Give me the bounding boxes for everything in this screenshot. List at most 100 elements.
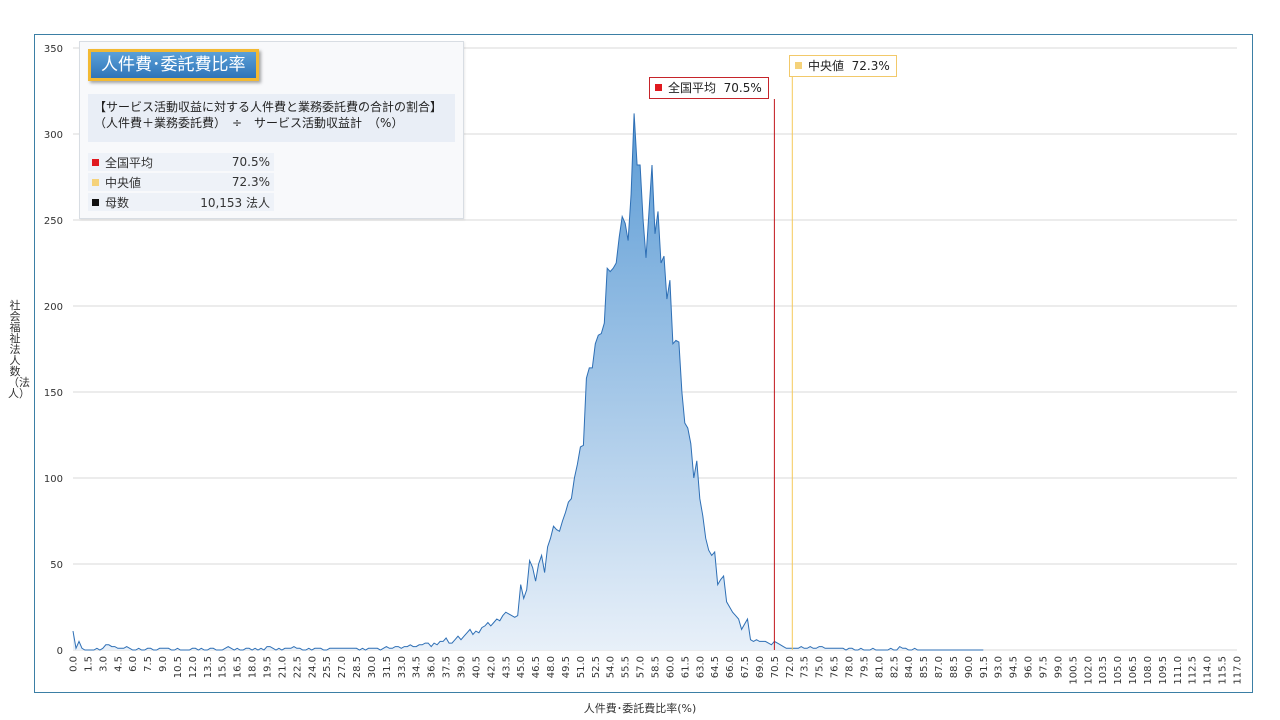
red-square-icon xyxy=(92,158,99,166)
x-tick-label: 84.0 xyxy=(904,656,915,678)
x-tick-label: 33.0 xyxy=(397,656,408,678)
stats-label: 中央値 xyxy=(105,175,142,190)
x-tick-label: 45.0 xyxy=(516,656,527,678)
x-tick-label: 24.0 xyxy=(307,656,318,678)
x-tick-label: 55.5 xyxy=(621,656,632,678)
x-tick-label: 21.0 xyxy=(277,656,288,678)
x-tick-label: 66.0 xyxy=(725,656,736,678)
x-tick-label: 69.0 xyxy=(755,656,766,678)
x-tick-label: 7.5 xyxy=(143,656,154,672)
y-axis-label: 社会福祉法人数（法人） xyxy=(8,299,30,400)
stats-value: 72.3% xyxy=(175,173,274,191)
x-tick-label: 39.0 xyxy=(457,656,468,678)
x-tick-label: 85.5 xyxy=(919,656,930,678)
x-tick-label: 31.5 xyxy=(382,656,393,678)
x-tick-label: 49.5 xyxy=(561,656,572,678)
x-tick-label: 22.5 xyxy=(292,656,303,678)
x-tick-label: 28.5 xyxy=(352,656,363,678)
x-tick-label: 4.5 xyxy=(113,656,124,672)
x-tick-label: 87.0 xyxy=(934,656,945,678)
x-tick-label: 81.0 xyxy=(874,656,885,678)
stats-row-average: 全国平均 70.5% xyxy=(88,153,274,171)
y-tick-label: 200 xyxy=(44,302,63,313)
median-callout: 中央値 72.3% xyxy=(789,55,897,77)
x-tick-label: 79.5 xyxy=(859,656,870,678)
x-tick-label: 57.0 xyxy=(636,656,647,678)
x-tick-label: 25.5 xyxy=(322,656,333,678)
x-tick-label: 48.0 xyxy=(546,656,557,678)
y-tick-label: 50 xyxy=(50,560,63,571)
x-tick-label: 94.5 xyxy=(1009,656,1020,678)
x-tick-label: 88.5 xyxy=(949,656,960,678)
x-tick-label: 91.5 xyxy=(979,656,990,678)
x-tick-label: 16.5 xyxy=(233,656,244,678)
x-tick-label: 93.0 xyxy=(994,656,1005,678)
x-tick-label: 52.5 xyxy=(591,656,602,678)
formula-line-2: （人件費＋業務委託費） ÷ サービス活動収益計 （%） xyxy=(94,116,404,130)
x-tick-label: 115.5 xyxy=(1218,656,1229,685)
x-tick-label: 99.0 xyxy=(1053,656,1064,678)
x-tick-label: 72.0 xyxy=(785,656,796,678)
x-tick-label: 36.0 xyxy=(427,656,438,678)
yellow-square-icon xyxy=(795,62,802,69)
stats-value: 70.5% xyxy=(175,153,274,171)
x-tick-label: 12.0 xyxy=(188,656,199,678)
x-tick-label: 27.0 xyxy=(337,656,348,678)
x-tick-label: 105.0 xyxy=(1113,656,1124,685)
x-tick-label: 58.5 xyxy=(651,656,662,678)
info-panel: 人件費･委託費比率 【サービス活動収益に対する人件費と業務委託費の合計の割合】 … xyxy=(79,41,464,219)
x-tick-label: 114.0 xyxy=(1203,656,1214,685)
x-tick-label: 46.5 xyxy=(531,656,542,678)
x-tick-label: 75.0 xyxy=(815,656,826,678)
x-tick-label: 111.0 xyxy=(1173,656,1184,685)
y-tick-label: 300 xyxy=(44,130,63,141)
yellow-square-icon xyxy=(92,178,99,186)
x-tick-label: 60.0 xyxy=(665,656,676,678)
x-tick-label: 0.0 xyxy=(69,656,80,672)
x-tick-label: 67.5 xyxy=(740,656,751,678)
median-callout-value: 72.3% xyxy=(851,59,890,73)
chart-title: 人件費･委託費比率 xyxy=(88,49,259,81)
x-tick-label: 9.0 xyxy=(158,656,169,672)
x-tick-label: 3.0 xyxy=(98,656,109,672)
x-tick-label: 13.5 xyxy=(203,656,214,678)
x-tick-label: 100.5 xyxy=(1068,656,1079,685)
x-tick-label: 78.0 xyxy=(845,656,856,678)
red-square-icon xyxy=(655,84,662,91)
x-tick-label: 18.0 xyxy=(248,656,259,678)
stats-label: 母数 xyxy=(105,195,130,210)
x-tick-label: 109.5 xyxy=(1158,656,1169,685)
black-square-icon xyxy=(92,198,99,206)
x-tick-label: 51.0 xyxy=(576,656,587,678)
x-tick-label: 37.5 xyxy=(442,656,453,678)
x-tick-label: 61.5 xyxy=(680,656,691,678)
stats-label: 全国平均 xyxy=(105,155,154,170)
y-tick-label: 350 xyxy=(44,44,63,55)
average-callout-value: 70.5% xyxy=(723,81,762,95)
formula-line-1: 【サービス活動収益に対する人件費と業務委託費の合計の割合】 xyxy=(94,100,443,114)
stats-table: 全国平均 70.5% 中央値 72.3% 母数 10,153 法人 xyxy=(88,151,274,213)
x-tick-label: 30.0 xyxy=(367,656,378,678)
x-tick-label: 15.0 xyxy=(218,656,229,678)
x-tick-label: 34.5 xyxy=(412,656,423,678)
x-tick-label: 117.0 xyxy=(1233,656,1244,685)
median-callout-label: 中央値 xyxy=(808,59,845,73)
x-tick-label: 106.5 xyxy=(1128,656,1139,685)
formula-box: 【サービス活動収益に対する人件費と業務委託費の合計の割合】 （人件費＋業務委託費… xyxy=(88,94,455,142)
x-axis-label: 人件費･委託費比率(%) xyxy=(583,702,697,715)
y-tick-label: 100 xyxy=(44,474,63,485)
x-tick-label: 108.0 xyxy=(1143,656,1154,685)
x-tick-label: 112.5 xyxy=(1188,656,1199,685)
x-tick-label: 1.5 xyxy=(83,656,94,672)
x-tick-label: 64.5 xyxy=(710,656,721,678)
average-callout-label: 全国平均 xyxy=(668,81,717,95)
x-tick-label: 6.0 xyxy=(128,656,139,672)
chart-frame xyxy=(34,34,1253,693)
x-tick-label: 19.5 xyxy=(263,656,274,678)
area-series-line xyxy=(72,113,984,651)
stats-row-median: 中央値 72.3% xyxy=(88,173,274,191)
y-tick-label: 0 xyxy=(57,646,63,657)
average-callout: 全国平均 70.5% xyxy=(649,77,769,99)
x-tick-label: 63.0 xyxy=(695,656,706,678)
x-tick-label: 102.0 xyxy=(1083,656,1094,685)
